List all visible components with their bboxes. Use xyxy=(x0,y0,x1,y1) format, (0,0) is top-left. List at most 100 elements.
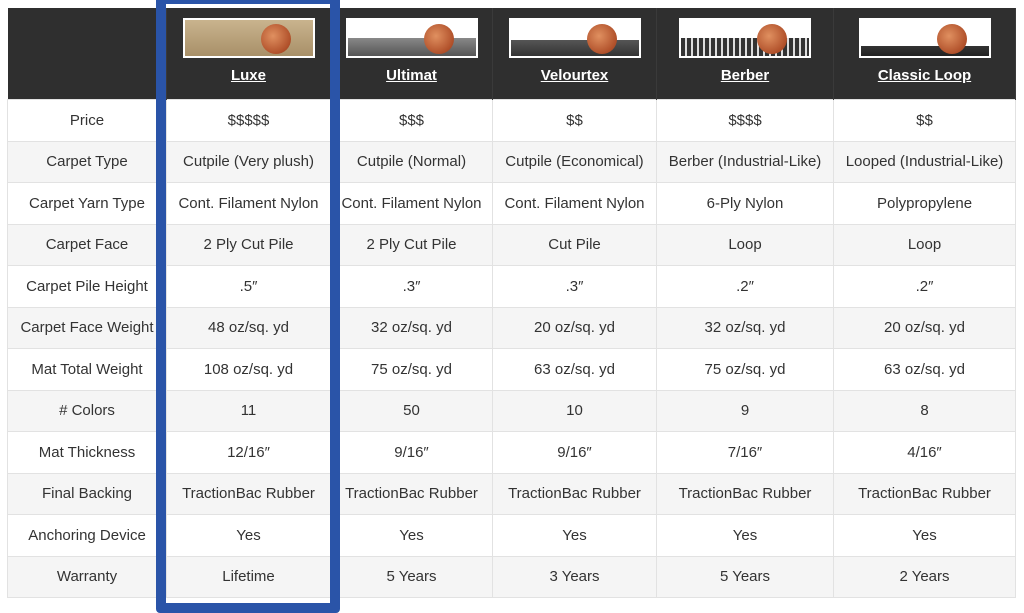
table-row: Final Backing TractionBac Rubber TractionB… xyxy=(7,472,1016,515)
cell-value: .5″ xyxy=(166,265,331,308)
table-row: Carpet Face 2 Ply Cut Pile 2 Ply Cut Pile C… xyxy=(7,223,1016,266)
cell-value: 8 xyxy=(833,389,1016,432)
column-header: Velourtex xyxy=(492,8,657,100)
cell-value: 3 Years xyxy=(492,555,657,598)
cell-value: Yes xyxy=(166,514,331,557)
product-link[interactable]: Ultimat xyxy=(386,67,437,84)
cell-value: 75 oz/sq. yd xyxy=(330,348,493,391)
cell-value: 48 oz/sq. yd xyxy=(166,306,331,349)
cell-value: TractionBac Rubber xyxy=(833,472,1016,515)
cell-value: 63 oz/sq. yd xyxy=(833,348,1016,391)
penny-icon xyxy=(260,24,291,54)
product-link[interactable]: Velourtex xyxy=(540,67,609,84)
row-label: Mat Total Weight xyxy=(7,348,167,391)
cell-value: Loop xyxy=(656,223,834,266)
cell-value: .3″ xyxy=(492,265,657,308)
cell-value: $$$$$ xyxy=(166,99,331,142)
cell-value: 32 oz/sq. yd xyxy=(656,306,834,349)
penny-icon xyxy=(757,24,787,54)
column-header: Classic Loop xyxy=(833,8,1016,100)
carpet-swatch-image xyxy=(679,18,811,58)
cell-value: 9 xyxy=(656,389,834,432)
row-label: Carpet Type xyxy=(7,140,167,183)
cell-value: 50 xyxy=(330,389,493,432)
cell-value: 5 Years xyxy=(656,555,834,598)
cell-value: 4/16″ xyxy=(833,431,1016,474)
cell-value: Yes xyxy=(492,514,657,557)
cell-value: TractionBac Rubber xyxy=(330,472,493,515)
row-label: # Colors xyxy=(7,389,167,432)
cell-value: Lifetime xyxy=(166,555,331,598)
cell-value: Cutpile (Very plush) xyxy=(166,140,331,183)
carpet-swatch-image xyxy=(345,18,478,58)
cell-value: 20 oz/sq. yd xyxy=(833,306,1016,349)
row-label: Anchoring Device xyxy=(7,514,167,557)
comparison-table: Luxe Ultimat Velourtex Berber Classic Loop P… xyxy=(7,8,1016,598)
column-header: Luxe xyxy=(166,8,331,100)
cell-value: $$$ xyxy=(330,99,493,142)
product-link[interactable]: Classic Loop xyxy=(877,67,972,84)
cell-value: Loop xyxy=(833,223,1016,266)
cell-value: 12/16″ xyxy=(166,431,331,474)
cell-value: Cut Pile xyxy=(492,223,657,266)
cell-value: TractionBac Rubber xyxy=(656,472,834,515)
cell-value: .2″ xyxy=(656,265,834,308)
cell-value: 11 xyxy=(166,389,331,432)
cell-value: 32 oz/sq. yd xyxy=(330,306,493,349)
cell-value: 108 oz/sq. yd xyxy=(166,348,331,391)
table-row: Price $$$$$ $$$ $$ $$$$ $$ xyxy=(7,99,1016,142)
cell-value: .3″ xyxy=(330,265,493,308)
row-label: Warranty xyxy=(7,555,167,598)
cell-value: 9/16″ xyxy=(330,431,493,474)
cell-value: Cutpile (Normal) xyxy=(330,140,493,183)
table-row: Carpet Type Cutpile (Very plush) Cutpile (… xyxy=(7,140,1016,183)
cell-value: 10 xyxy=(492,389,657,432)
cell-value: Cont. Filament Nylon xyxy=(330,182,493,225)
header-row: Luxe Ultimat Velourtex Berber Classic Loop xyxy=(7,8,1016,100)
row-label: Final Backing xyxy=(7,472,167,515)
product-link[interactable]: Luxe xyxy=(230,67,266,84)
penny-icon xyxy=(936,24,967,54)
cell-value: Cutpile (Economical) xyxy=(492,140,657,183)
cell-value: Polypropylene xyxy=(833,182,1016,225)
table-row: # Colors 11 50 10 9 8 xyxy=(7,389,1016,432)
row-label: Carpet Face xyxy=(7,223,167,266)
table-row: Mat Total Weight 108 oz/sq. yd 75 oz/sq. y… xyxy=(7,348,1016,391)
cell-value: 75 oz/sq. yd xyxy=(656,348,834,391)
header-blank xyxy=(7,8,167,100)
cell-value: $$ xyxy=(833,99,1016,142)
cell-value: .2″ xyxy=(833,265,1016,308)
row-label: Carpet Face Weight xyxy=(7,306,167,349)
cell-value: Yes xyxy=(833,514,1016,557)
cell-value: 5 Years xyxy=(330,555,493,598)
carpet-swatch-image xyxy=(182,18,315,58)
cell-value: 2 Ply Cut Pile xyxy=(166,223,331,266)
cell-value: Looped (Industrial-Like) xyxy=(833,140,1016,183)
penny-icon xyxy=(423,24,454,54)
cell-value: 6-Ply Nylon xyxy=(656,182,834,225)
cell-value: 20 oz/sq. yd xyxy=(492,306,657,349)
column-header: Berber xyxy=(656,8,834,100)
table-row: Carpet Yarn Type Cont. Filament Nylon Cont… xyxy=(7,182,1016,225)
cell-value: $$$$ xyxy=(656,99,834,142)
penny-icon xyxy=(586,24,617,54)
table-row: Mat Thickness 12/16″ 9/16″ 9/16″ 7/16″ 4/16″ xyxy=(7,431,1016,474)
column-header: Ultimat xyxy=(330,8,493,100)
product-link[interactable]: Berber xyxy=(720,67,770,84)
table-row: Warranty Lifetime 5 Years 3 Years 5 Years 2 Y… xyxy=(7,555,1016,598)
row-label: Carpet Yarn Type xyxy=(7,182,167,225)
cell-value: 63 oz/sq. yd xyxy=(492,348,657,391)
table-row: Carpet Pile Height .5″ .3″ .3″ .2″ .2″ xyxy=(7,265,1016,308)
cell-value: TractionBac Rubber xyxy=(166,472,331,515)
cell-value: 9/16″ xyxy=(492,431,657,474)
row-label: Carpet Pile Height xyxy=(7,265,167,308)
carpet-swatch-image xyxy=(858,18,991,58)
cell-value: Cont. Filament Nylon xyxy=(166,182,331,225)
carpet-swatch-image xyxy=(508,18,641,58)
table-row: Anchoring Device Yes Yes Yes Yes Yes xyxy=(7,514,1016,557)
cell-value: Yes xyxy=(656,514,834,557)
row-label: Price xyxy=(7,99,167,142)
cell-value: Berber (Industrial-Like) xyxy=(656,140,834,183)
cell-value: 7/16″ xyxy=(656,431,834,474)
cell-value: 2 Years xyxy=(833,555,1016,598)
